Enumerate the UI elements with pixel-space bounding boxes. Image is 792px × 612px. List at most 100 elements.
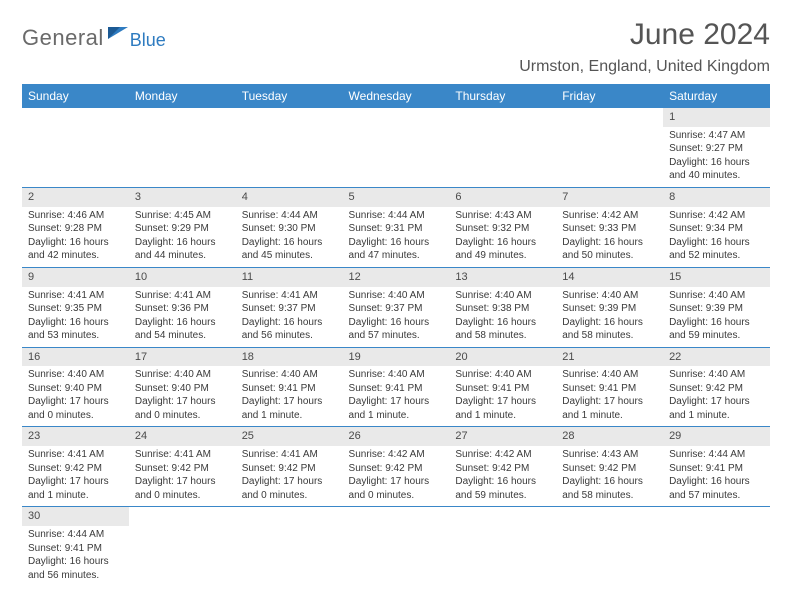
daylight-line-1: Daylight: 17 hours (349, 395, 444, 409)
daylight-line-1: Daylight: 16 hours (349, 316, 444, 330)
day-number: 20 (449, 347, 556, 366)
day-number: 25 (236, 427, 343, 446)
daylight-line-2: and 1 minute. (349, 409, 444, 423)
daylight-line-2: and 1 minute. (455, 409, 550, 423)
daylight-line-1: Daylight: 16 hours (455, 475, 550, 489)
daylight-line-1: Daylight: 17 hours (135, 475, 230, 489)
day-number (343, 507, 450, 526)
daylight-line-2: and 0 minutes. (242, 489, 337, 503)
day-detail: Sunrise: 4:41 AMSunset: 9:36 PMDaylight:… (129, 287, 236, 348)
logo-text-blue: Blue (130, 30, 166, 51)
daylight-line-1: Daylight: 16 hours (242, 316, 337, 330)
day-detail (343, 526, 450, 586)
logo: General Blue (22, 24, 166, 51)
daylight-line-2: and 52 minutes. (669, 249, 764, 263)
day-number: 28 (556, 427, 663, 446)
day-detail (22, 127, 129, 188)
day-detail: Sunrise: 4:40 AMSunset: 9:41 PMDaylight:… (449, 366, 556, 427)
day-number (343, 108, 450, 127)
day-detail: Sunrise: 4:44 AMSunset: 9:31 PMDaylight:… (343, 207, 450, 268)
daylight-line-2: and 0 minutes. (135, 489, 230, 503)
sunrise-line: Sunrise: 4:41 AM (135, 289, 230, 303)
day-detail: Sunrise: 4:40 AMSunset: 9:41 PMDaylight:… (556, 366, 663, 427)
day-number: 15 (663, 267, 770, 286)
day-detail (129, 127, 236, 188)
day-number (129, 108, 236, 127)
daylight-line-1: Daylight: 16 hours (135, 316, 230, 330)
day-detail (556, 127, 663, 188)
daylight-line-2: and 54 minutes. (135, 329, 230, 343)
sunrise-line: Sunrise: 4:40 AM (669, 368, 764, 382)
daylight-line-1: Daylight: 17 hours (242, 475, 337, 489)
daylight-line-2: and 58 minutes. (562, 489, 657, 503)
day-detail (343, 127, 450, 188)
detail-row: Sunrise: 4:44 AMSunset: 9:41 PMDaylight:… (22, 526, 770, 586)
sunrise-line: Sunrise: 4:40 AM (455, 368, 550, 382)
sunrise-line: Sunrise: 4:40 AM (455, 289, 550, 303)
daylight-line-1: Daylight: 16 hours (455, 236, 550, 250)
day-detail: Sunrise: 4:41 AMSunset: 9:37 PMDaylight:… (236, 287, 343, 348)
daylight-line-1: Daylight: 17 hours (669, 395, 764, 409)
day-number: 16 (22, 347, 129, 366)
location: Urmston, England, United Kingdom (519, 58, 770, 76)
daylight-line-2: and 58 minutes. (562, 329, 657, 343)
daylight-line-2: and 1 minute. (562, 409, 657, 423)
day-detail: Sunrise: 4:41 AMSunset: 9:42 PMDaylight:… (129, 446, 236, 507)
sunrise-line: Sunrise: 4:42 AM (669, 209, 764, 223)
day-detail: Sunrise: 4:42 AMSunset: 9:42 PMDaylight:… (343, 446, 450, 507)
daylight-line-1: Daylight: 17 hours (562, 395, 657, 409)
day-number: 27 (449, 427, 556, 446)
day-detail: Sunrise: 4:40 AMSunset: 9:40 PMDaylight:… (22, 366, 129, 427)
day-number (129, 507, 236, 526)
day-number: 4 (236, 187, 343, 206)
day-detail: Sunrise: 4:40 AMSunset: 9:38 PMDaylight:… (449, 287, 556, 348)
detail-row: Sunrise: 4:41 AMSunset: 9:35 PMDaylight:… (22, 287, 770, 348)
sunrise-line: Sunrise: 4:41 AM (28, 448, 123, 462)
day-detail (236, 127, 343, 188)
day-detail: Sunrise: 4:41 AMSunset: 9:42 PMDaylight:… (22, 446, 129, 507)
day-number (449, 507, 556, 526)
day-detail: Sunrise: 4:40 AMSunset: 9:41 PMDaylight:… (343, 366, 450, 427)
daylight-line-2: and 42 minutes. (28, 249, 123, 263)
day-detail (663, 526, 770, 586)
weekday-header: Friday (556, 84, 663, 108)
sunset-line: Sunset: 9:40 PM (135, 382, 230, 396)
daylight-line-2: and 56 minutes. (242, 329, 337, 343)
detail-row: Sunrise: 4:40 AMSunset: 9:40 PMDaylight:… (22, 366, 770, 427)
sunset-line: Sunset: 9:31 PM (349, 222, 444, 236)
daynum-row: 16171819202122 (22, 347, 770, 366)
day-number (236, 108, 343, 127)
daylight-line-1: Daylight: 16 hours (349, 236, 444, 250)
daylight-line-1: Daylight: 17 hours (349, 475, 444, 489)
day-detail: Sunrise: 4:40 AMSunset: 9:37 PMDaylight:… (343, 287, 450, 348)
day-number: 14 (556, 267, 663, 286)
daylight-line-1: Daylight: 17 hours (135, 395, 230, 409)
daylight-line-1: Daylight: 16 hours (455, 316, 550, 330)
day-number: 29 (663, 427, 770, 446)
daylight-line-2: and 0 minutes. (135, 409, 230, 423)
daylight-line-1: Daylight: 16 hours (562, 316, 657, 330)
day-detail (449, 127, 556, 188)
day-number (22, 108, 129, 127)
sunset-line: Sunset: 9:41 PM (349, 382, 444, 396)
day-number: 11 (236, 267, 343, 286)
sunrise-line: Sunrise: 4:40 AM (349, 289, 444, 303)
sunset-line: Sunset: 9:28 PM (28, 222, 123, 236)
daylight-line-2: and 0 minutes. (28, 409, 123, 423)
calendar-body: 1Sunrise: 4:47 AMSunset: 9:27 PMDaylight… (22, 108, 770, 586)
calendar-head: Sunday Monday Tuesday Wednesday Thursday… (22, 84, 770, 108)
day-detail: Sunrise: 4:40 AMSunset: 9:39 PMDaylight:… (556, 287, 663, 348)
sunset-line: Sunset: 9:42 PM (135, 462, 230, 476)
sunrise-line: Sunrise: 4:40 AM (28, 368, 123, 382)
sunset-line: Sunset: 9:42 PM (349, 462, 444, 476)
day-detail (449, 526, 556, 586)
daylight-line-2: and 59 minutes. (669, 329, 764, 343)
day-detail: Sunrise: 4:46 AMSunset: 9:28 PMDaylight:… (22, 207, 129, 268)
weekday-row: Sunday Monday Tuesday Wednesday Thursday… (22, 84, 770, 108)
sunrise-line: Sunrise: 4:40 AM (135, 368, 230, 382)
day-number: 7 (556, 187, 663, 206)
logo-flag-icon (108, 25, 130, 46)
sunrise-line: Sunrise: 4:41 AM (242, 448, 337, 462)
day-detail: Sunrise: 4:43 AMSunset: 9:32 PMDaylight:… (449, 207, 556, 268)
sunset-line: Sunset: 9:42 PM (28, 462, 123, 476)
